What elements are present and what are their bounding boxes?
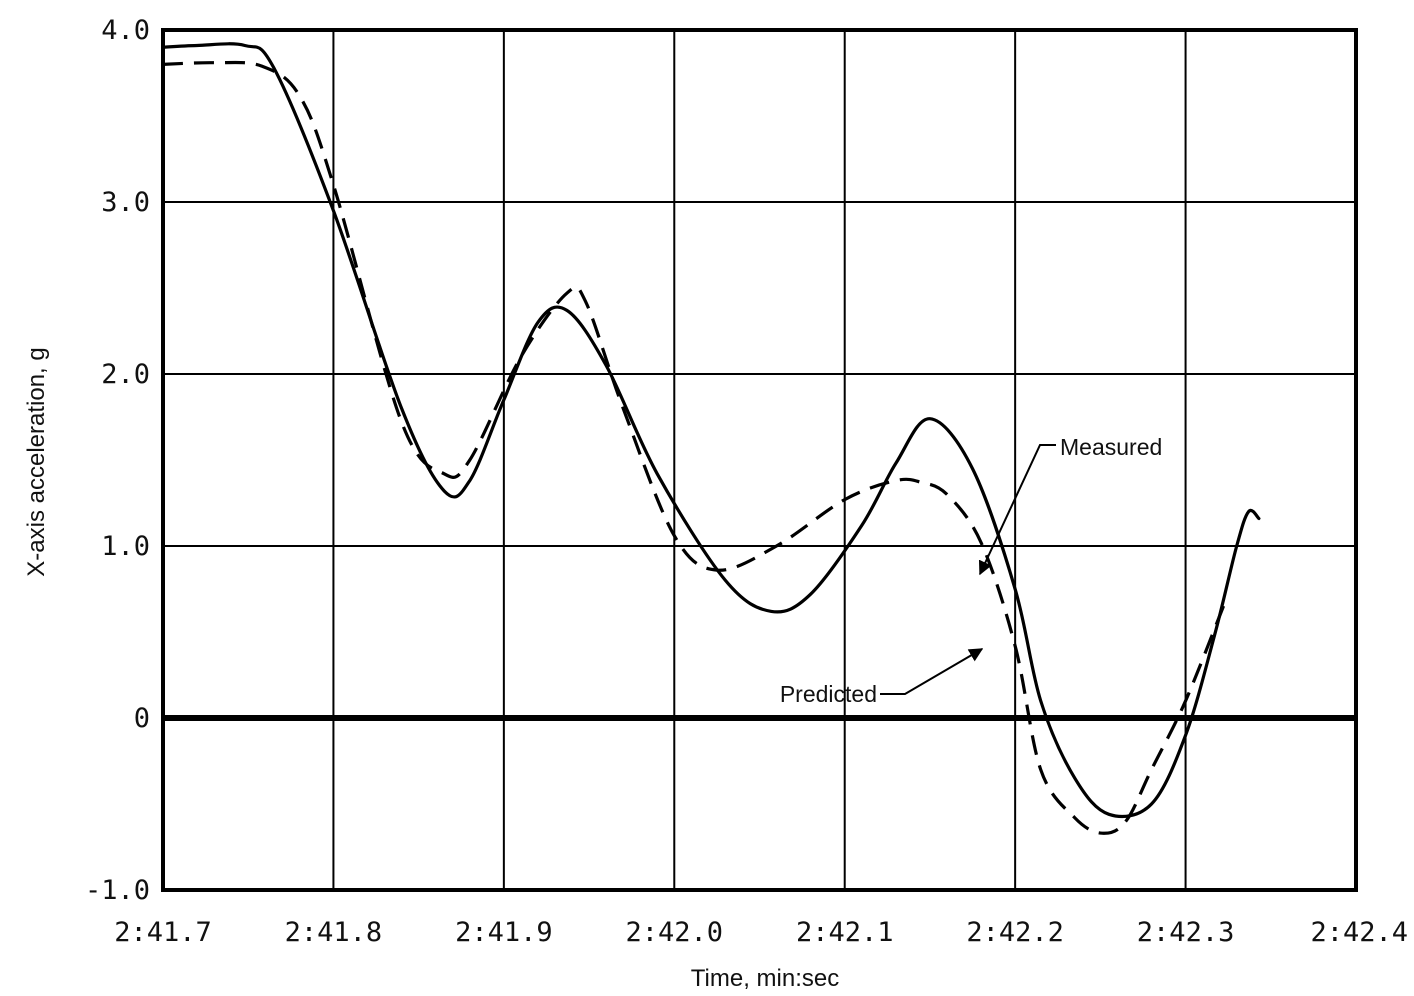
- y-tick-label: 2.0: [101, 359, 150, 390]
- series-group: [161, 42, 1261, 835]
- x-tick-labels: 2:41.7 2:41.8 2:41.9 2:42.0 2:42.1 2:42.2 2:42…: [114, 917, 1408, 948]
- series-line-measured: [161, 42, 1261, 819]
- y-tick-label: 1.0: [101, 531, 150, 562]
- annotation-measured-arrow: [978, 444, 1056, 576]
- plot-frame: [161, 28, 1358, 892]
- x-tick-label: 2:42.4: [1310, 917, 1408, 948]
- x-tick-label: 2:42.3: [1137, 917, 1235, 948]
- x-axis-title: Time, min:sec: [691, 965, 839, 992]
- y-tick-label: 3.0: [101, 187, 150, 218]
- y-tick-label: 0: [134, 703, 150, 734]
- annotations: Measured Predicted: [780, 434, 1162, 707]
- x-tick-label: 2:41.7: [114, 917, 212, 948]
- frame-group: [161, 28, 1358, 892]
- y-tick-label: 4.0: [101, 15, 150, 46]
- x-tick-label: 2:42.1: [796, 917, 894, 948]
- y-axis-title: X-axis acceleration, g: [23, 347, 50, 576]
- annotation-predicted: Predicted: [780, 681, 877, 707]
- x-tick-label: 2:41.8: [285, 917, 383, 948]
- y-tick-labels: 4.0 3.0 2.0 1.0 0 -1.0: [85, 15, 150, 906]
- annotation-predicted-arrow: [880, 648, 984, 695]
- x-tick-label: 2:41.9: [455, 917, 553, 948]
- y-tick-label: -1.0: [85, 875, 150, 906]
- annotation-measured: Measured: [1060, 434, 1162, 460]
- series-line-predicted: [162, 60, 1227, 835]
- x-tick-label: 2:42.0: [626, 917, 724, 948]
- x-tick-label: 2:42.2: [966, 917, 1064, 948]
